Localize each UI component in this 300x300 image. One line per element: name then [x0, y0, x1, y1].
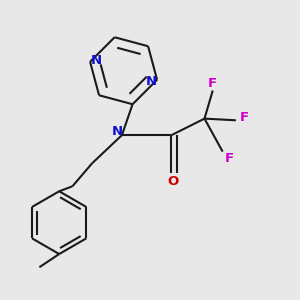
Text: F: F: [208, 77, 217, 90]
Text: N: N: [91, 54, 102, 67]
Text: N: N: [112, 125, 123, 138]
Text: O: O: [167, 175, 179, 188]
Text: F: F: [225, 152, 234, 165]
Text: N: N: [146, 75, 157, 88]
Text: F: F: [240, 111, 249, 124]
